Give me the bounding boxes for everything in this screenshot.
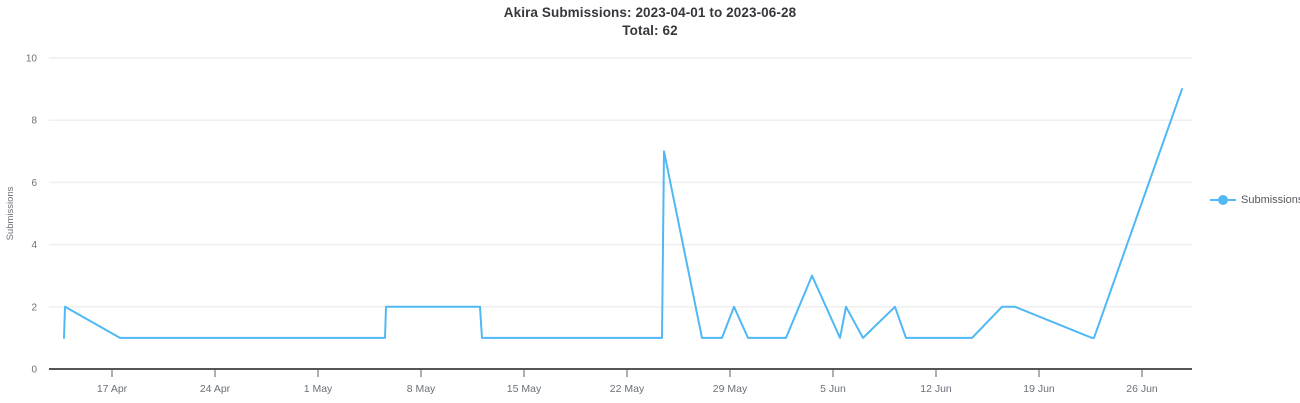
x-tick-label: 24 Apr: [200, 383, 231, 395]
x-tick-label: 1 May: [304, 383, 333, 395]
y-axis-title: Submissions: [5, 186, 16, 240]
legend-marker-submissions: [1210, 194, 1236, 206]
x-tick-label: 12 Jun: [920, 383, 952, 395]
y-axis-ticks: 0 2 4 6 8 10: [26, 54, 38, 376]
x-tick-label: 22 May: [610, 383, 645, 395]
legend-label-submissions: Submissions: [1241, 194, 1300, 206]
y-tick-label: 0: [31, 365, 37, 376]
y-tick-label: 6: [31, 178, 37, 189]
chart-title: Akira Submissions: 2023-04-01 to 2023-06…: [0, 4, 1300, 40]
x-tick-label: 17 Apr: [97, 383, 128, 395]
y-axis-title-text: Submissions: [5, 186, 16, 240]
data-series-line: [63, 88, 1183, 339]
x-tick-label: 8 May: [407, 383, 436, 395]
chart-title-main: Akira Submissions: 2023-04-01 to 2023-06…: [503, 5, 797, 20]
y-tick-label: 2: [31, 302, 37, 313]
y-tick-label: 10: [26, 54, 38, 65]
chart-subtitle: Total: 62: [622, 23, 678, 38]
x-tick-label: 29 May: [713, 383, 748, 395]
gridlines: [49, 57, 1192, 308]
y-tick-label: 4: [31, 240, 37, 251]
y-tick-label: 8: [31, 116, 37, 127]
series-line-submissions: [63, 88, 1183, 339]
x-tick-label: 15 May: [507, 383, 542, 395]
x-tick-label: 5 Jun: [820, 383, 846, 395]
x-axis-ticks: 17 Apr 24 Apr 1 May 8 May 15 May 22 May 29 May…: [97, 369, 1158, 395]
x-tick-label: 26 Jun: [1126, 383, 1158, 395]
legend-dot-icon: [1218, 195, 1228, 205]
x-tick-label: 19 Jun: [1023, 383, 1055, 395]
chart-legend[interactable]: Submissions: [1210, 191, 1300, 209]
